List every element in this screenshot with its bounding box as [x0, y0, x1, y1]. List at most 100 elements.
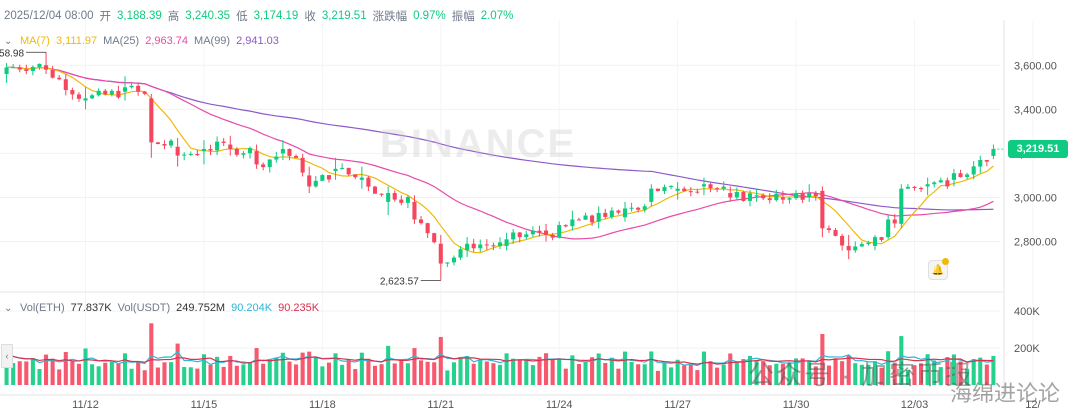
candle-body: [130, 86, 134, 87]
volume-bar: [340, 365, 344, 385]
candle-body: [182, 155, 186, 156]
chevron-down-icon[interactable]: ⌄: [4, 303, 14, 314]
ma-legend: ⌄ MA(7) 3,111.97 MA(25) 2,963.74 MA(99) …: [4, 26, 285, 56]
volume-bar: [51, 359, 55, 385]
candle-body: [899, 189, 903, 224]
time-tick-label: 11/24: [546, 399, 573, 411]
candle-body: [393, 193, 397, 200]
candle-body: [399, 200, 403, 203]
low-label: 低: [236, 8, 248, 24]
candle-body: [386, 193, 390, 202]
candle-body: [373, 187, 377, 194]
candle-body: [287, 149, 291, 156]
candle-body: [274, 157, 278, 160]
candle-body: [827, 228, 831, 230]
candle-body: [524, 234, 528, 237]
volume-bar: [70, 361, 74, 385]
volume-bar: [465, 356, 469, 385]
volume-bar: [419, 360, 423, 385]
candle-body: [380, 194, 384, 195]
volume-bar: [715, 368, 719, 385]
vol-eth-label: Vol(ETH): [20, 302, 65, 314]
candle-body: [972, 166, 976, 174]
candle-body: [945, 180, 949, 186]
ma25-value: 2,963.74: [145, 35, 188, 47]
candle-body: [695, 192, 699, 193]
candle-body: [597, 213, 601, 222]
volume-bar: [37, 369, 41, 385]
candle-body: [432, 233, 436, 242]
chevron-left-icon[interactable]: ‹: [1, 344, 13, 368]
candle-body: [162, 144, 166, 146]
candle-body: [215, 142, 219, 151]
volume-bar: [123, 353, 127, 385]
candle-body: [952, 173, 956, 180]
volume-bar: [31, 358, 35, 385]
volume-bar: [478, 360, 482, 385]
candle-body: [682, 189, 686, 191]
candle-body: [452, 258, 456, 263]
volume-bar: [116, 364, 120, 385]
volume-bar: [208, 365, 212, 385]
candle-body: [301, 158, 305, 173]
vol-ma1-value: 90.204K: [231, 302, 272, 314]
candle-body: [294, 156, 298, 158]
volume-bar: [169, 362, 173, 385]
volume-bar: [110, 362, 114, 385]
time-tick-label: 11/30: [783, 399, 810, 411]
chevron-down-icon[interactable]: ⌄: [4, 36, 14, 47]
volume-bar: [353, 369, 357, 385]
candle-body: [333, 169, 337, 171]
candle-body: [472, 244, 476, 249]
candle-body: [860, 244, 864, 246]
volume-bar: [261, 364, 265, 385]
candle-body: [83, 98, 87, 100]
candle-body: [702, 184, 706, 186]
vol-eth-value: 77.837K: [71, 302, 112, 314]
candle-body: [886, 219, 890, 237]
candle-body: [636, 208, 640, 210]
candle-body: [77, 94, 81, 98]
candle-body: [669, 186, 673, 187]
volume-bar: [656, 371, 660, 385]
candle-body: [893, 219, 897, 223]
candle-body: [761, 195, 765, 198]
volume-bar: [287, 362, 291, 385]
candle-body: [439, 244, 443, 264]
volume-bar: [426, 362, 430, 385]
candle-body: [643, 206, 647, 209]
ma7-value: 3,111.97: [56, 35, 97, 47]
vol-usdt-value: 249.752M: [176, 302, 225, 314]
candle-body: [518, 232, 522, 237]
volume-bar: [662, 363, 666, 385]
volume-bar: [268, 359, 272, 385]
candle-body: [103, 91, 107, 95]
candle-body: [583, 216, 587, 220]
volume-bar: [156, 368, 160, 385]
volume-bar: [143, 370, 147, 385]
candle-body: [656, 189, 660, 191]
candle-body: [748, 193, 752, 201]
volume-bar: [130, 369, 134, 385]
volume-bar: [603, 363, 607, 385]
volume-bar: [399, 360, 403, 385]
volume-bar: [577, 364, 581, 385]
volume-bar: [735, 363, 739, 385]
volume-bar: [524, 360, 528, 385]
candle-body: [445, 262, 449, 263]
volume-bar: [64, 352, 68, 385]
volume-bar: [18, 361, 22, 385]
candle-body: [116, 91, 120, 98]
candle-body: [281, 149, 285, 153]
volume-bar: [669, 367, 673, 385]
candle-body: [544, 231, 548, 235]
volume-bar: [189, 367, 193, 385]
candle-body: [478, 244, 482, 248]
candle-body: [261, 164, 265, 167]
candle-body: [37, 64, 41, 67]
time-tick-label: 12/03: [901, 399, 929, 411]
candle-body: [649, 189, 653, 202]
volume-bar: [314, 358, 318, 385]
ma25-label: MA(25): [103, 35, 139, 47]
candle-body: [722, 187, 726, 189]
